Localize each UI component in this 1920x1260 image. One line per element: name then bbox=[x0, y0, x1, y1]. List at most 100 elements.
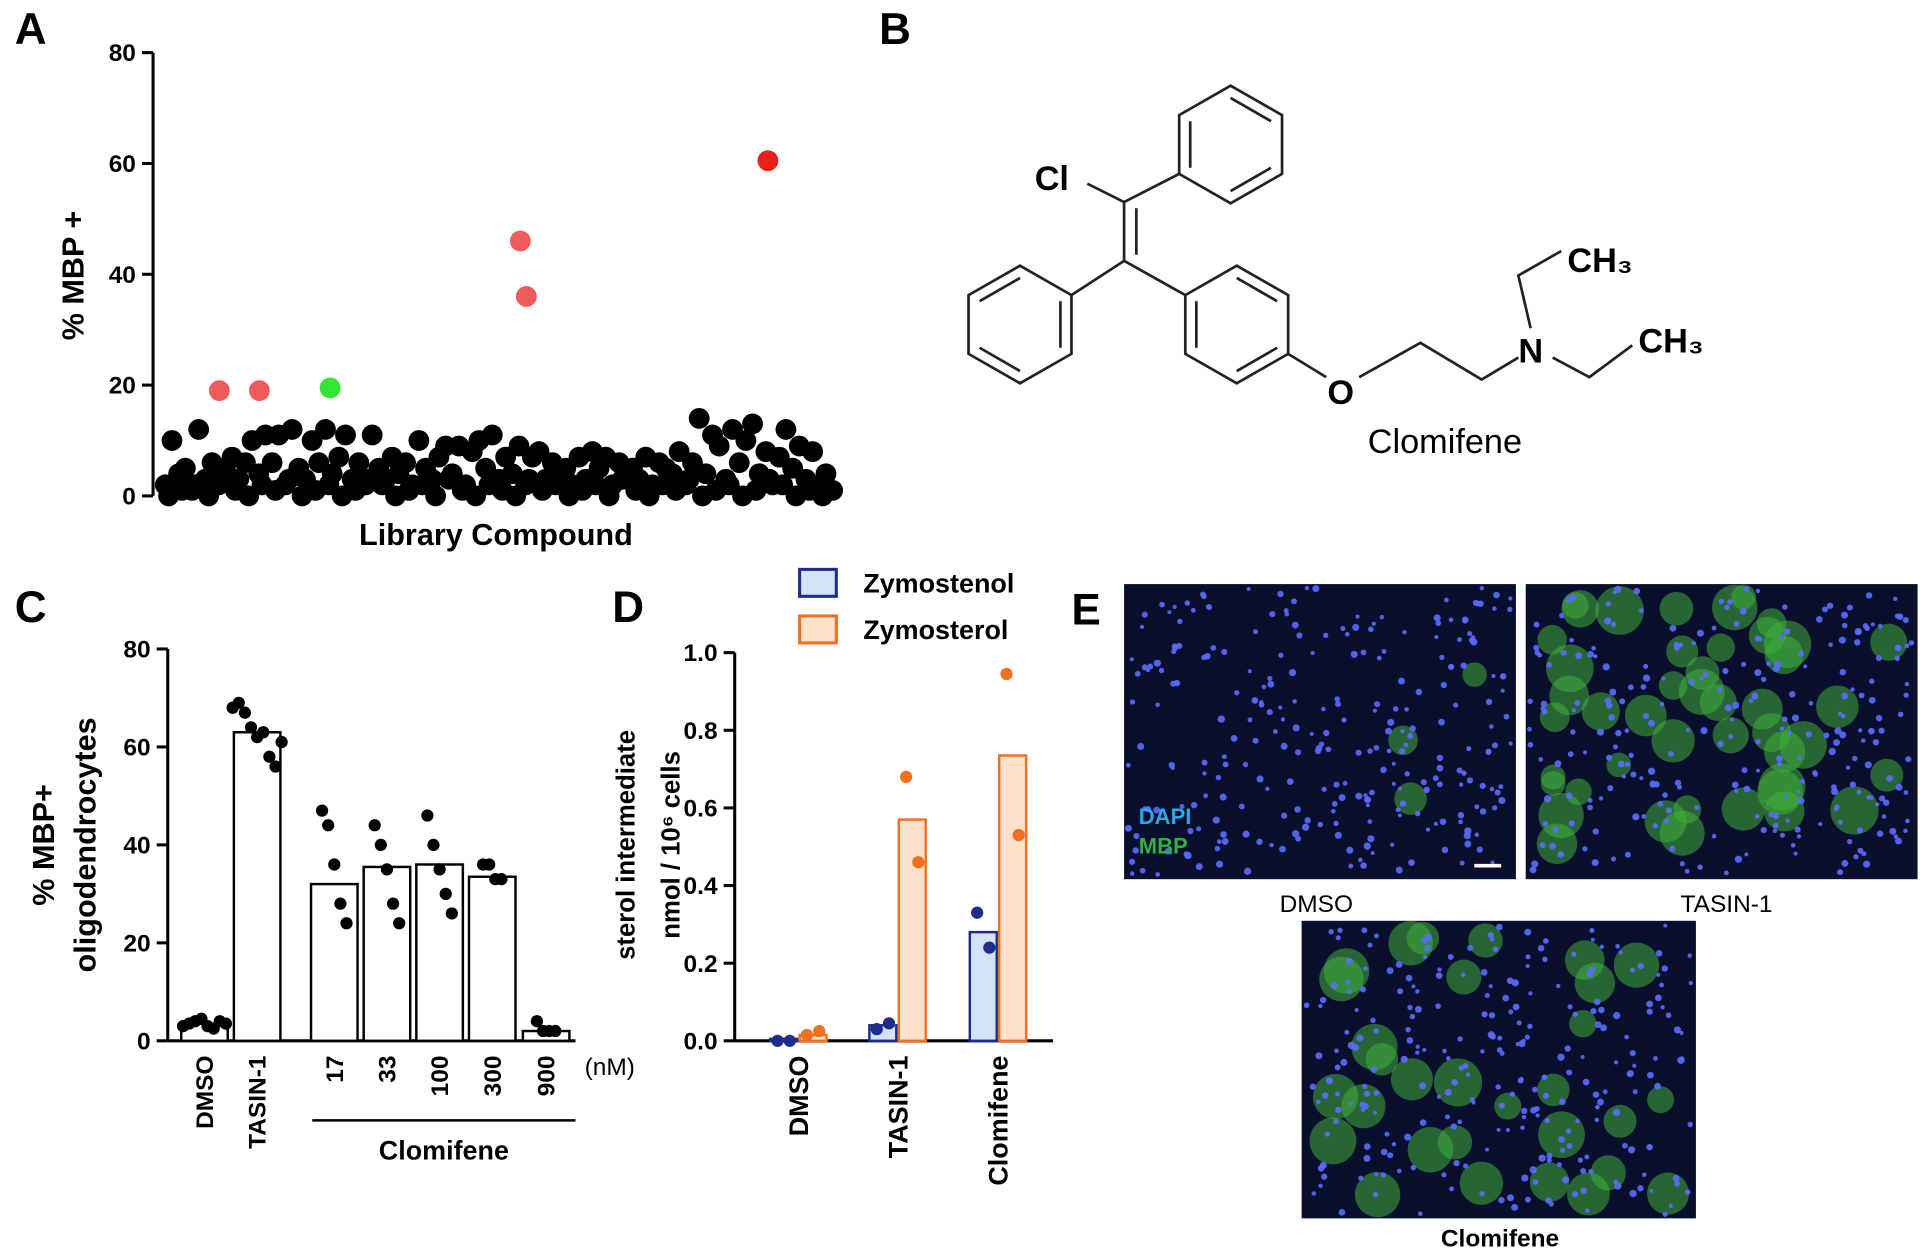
nucleus bbox=[1569, 637, 1574, 643]
y-axis-label: nmol / 10⁶ cells bbox=[658, 751, 686, 939]
nucleus bbox=[1793, 851, 1798, 856]
nucleus bbox=[1549, 842, 1557, 850]
nucleus bbox=[1630, 967, 1636, 973]
nucleus bbox=[1509, 1091, 1516, 1097]
nucleus bbox=[1743, 785, 1751, 793]
nucleus bbox=[1367, 835, 1375, 843]
nucleus bbox=[1741, 767, 1748, 774]
nucleus bbox=[1875, 802, 1880, 807]
nucleus bbox=[1624, 761, 1631, 767]
nucleus bbox=[1361, 927, 1368, 934]
nucleus bbox=[1221, 754, 1227, 760]
nucleus bbox=[1379, 614, 1385, 620]
data-point bbox=[380, 863, 394, 876]
nucleus bbox=[1868, 696, 1876, 704]
nucleus bbox=[1646, 1008, 1653, 1015]
nucleus bbox=[1345, 631, 1350, 637]
nucleus bbox=[1496, 923, 1503, 931]
nucleus bbox=[1590, 937, 1595, 942]
nucleus bbox=[1732, 701, 1740, 709]
nucleus bbox=[1598, 796, 1604, 801]
y-tick-label: 40 bbox=[123, 832, 150, 859]
nucleus bbox=[1403, 742, 1409, 748]
nucleus bbox=[1419, 1119, 1427, 1126]
nucleus bbox=[1261, 684, 1267, 690]
nucleus bbox=[1679, 1030, 1684, 1036]
nucleus bbox=[1153, 659, 1161, 667]
nucleus bbox=[1593, 998, 1601, 1006]
nucleus bbox=[1216, 839, 1222, 844]
nucleus bbox=[1474, 832, 1480, 837]
nucleus bbox=[1875, 655, 1882, 662]
cell-body bbox=[1537, 625, 1567, 655]
data-point bbox=[340, 917, 353, 930]
bond bbox=[1123, 259, 1186, 297]
nucleus bbox=[1592, 1091, 1600, 1099]
nucleus bbox=[1508, 1009, 1514, 1015]
nucleus bbox=[1479, 782, 1486, 789]
nucleus bbox=[1624, 1034, 1629, 1040]
nucleus bbox=[1296, 632, 1303, 639]
nucleus bbox=[1853, 639, 1861, 646]
nucleus bbox=[1334, 1048, 1339, 1054]
nucleus bbox=[1415, 688, 1423, 696]
nucleus bbox=[1783, 628, 1791, 635]
nucleus bbox=[1632, 813, 1640, 821]
nucleus bbox=[1488, 984, 1493, 989]
nucleus bbox=[1335, 1106, 1342, 1113]
nucleus bbox=[1485, 698, 1493, 706]
nucleus bbox=[1492, 606, 1497, 611]
nucleus bbox=[1877, 623, 1883, 629]
nucleus bbox=[1147, 663, 1154, 670]
nucleus bbox=[1606, 702, 1613, 709]
panel-letter: E bbox=[1071, 585, 1100, 634]
nucleus bbox=[1559, 612, 1565, 619]
nucleus bbox=[1797, 755, 1802, 760]
nucleus bbox=[1521, 1038, 1526, 1043]
nucleus bbox=[1521, 1114, 1527, 1120]
y-axis-label: % MBP+ bbox=[27, 784, 61, 906]
nucleus bbox=[1215, 774, 1222, 781]
bond bbox=[1236, 346, 1278, 373]
nucleus bbox=[1787, 730, 1793, 736]
nucleus bbox=[1904, 681, 1910, 687]
data-point bbox=[334, 897, 347, 910]
chemical-structure: B Cl CH₃ CH₃ N O Clomifene bbox=[879, 5, 1704, 461]
nucleus bbox=[1350, 650, 1358, 658]
nucleus bbox=[1159, 601, 1165, 608]
nucleus bbox=[1639, 776, 1644, 781]
nucleus bbox=[1134, 670, 1141, 677]
nucleus bbox=[1370, 851, 1375, 856]
nucleus bbox=[1785, 818, 1790, 823]
nucleus bbox=[1318, 1003, 1323, 1009]
nucleus bbox=[1362, 1083, 1368, 1090]
nucleus bbox=[1338, 1209, 1346, 1216]
nucleus bbox=[1267, 680, 1275, 688]
bond bbox=[1123, 172, 1180, 204]
y-tick-label: 0.4 bbox=[684, 873, 718, 900]
nucleus bbox=[1387, 718, 1395, 726]
data-point bbox=[275, 735, 288, 749]
nucleus bbox=[1489, 724, 1494, 729]
nucleus bbox=[1124, 824, 1132, 832]
nucleus bbox=[1155, 702, 1160, 708]
nucleus bbox=[1567, 594, 1575, 602]
data-point bbox=[530, 1015, 544, 1028]
nucleus bbox=[1653, 1056, 1658, 1061]
nucleus bbox=[1624, 851, 1631, 858]
nucleus bbox=[1318, 741, 1325, 747]
nucleus bbox=[1436, 754, 1444, 762]
nucleus bbox=[1566, 1069, 1573, 1076]
nucleus bbox=[1468, 637, 1475, 644]
nucleus bbox=[1334, 696, 1341, 702]
y-tick-label: 20 bbox=[109, 373, 136, 400]
nucleus bbox=[1560, 649, 1567, 656]
nucleus bbox=[1220, 831, 1227, 838]
nucleus bbox=[1358, 857, 1363, 863]
nucleus bbox=[1533, 644, 1540, 651]
nucleus bbox=[1703, 671, 1709, 678]
nucleus bbox=[1453, 1159, 1460, 1167]
nucleus bbox=[1584, 1208, 1590, 1213]
nucleus bbox=[1618, 950, 1623, 955]
nucleus bbox=[1608, 714, 1615, 721]
